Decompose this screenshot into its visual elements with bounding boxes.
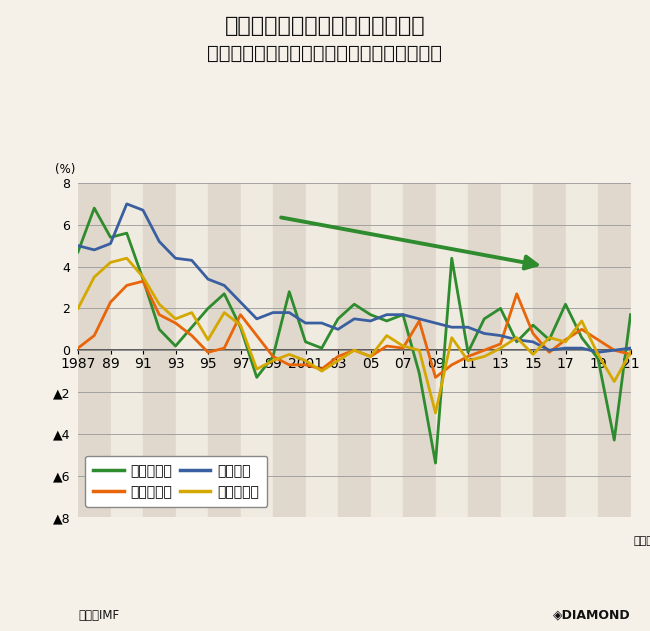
Bar [436,183,468,517]
Text: 低成長・低インフレ・低金利・低賃金の推移: 低成長・低インフレ・低金利・低賃金の推移 [207,44,443,63]
Bar [598,183,630,517]
Bar [500,183,533,517]
Bar [533,183,566,517]
Legend: 経済成長率, インフレ率, 長期金利, 賃金上昇率: 経済成長率, インフレ率, 長期金利, 賃金上昇率 [85,456,267,507]
Text: （年）: （年） [634,536,650,546]
Bar [273,183,306,517]
Bar [78,183,111,517]
Text: ◈DIAMOND: ◈DIAMOND [553,608,630,622]
Bar [111,183,143,517]
Bar [240,183,273,517]
Bar [338,183,370,517]
Text: 日本は長期停滞から抜け出せるか: 日本は長期停滞から抜け出せるか [225,16,425,36]
Bar [306,183,338,517]
Text: (%): (%) [55,163,75,176]
Text: 出所／IMF: 出所／IMF [78,608,119,622]
Bar [566,183,598,517]
Bar [208,183,240,517]
Bar [176,183,208,517]
Bar [370,183,403,517]
Bar [403,183,436,517]
Bar [143,183,176,517]
Bar [468,183,500,517]
Bar [630,183,647,517]
